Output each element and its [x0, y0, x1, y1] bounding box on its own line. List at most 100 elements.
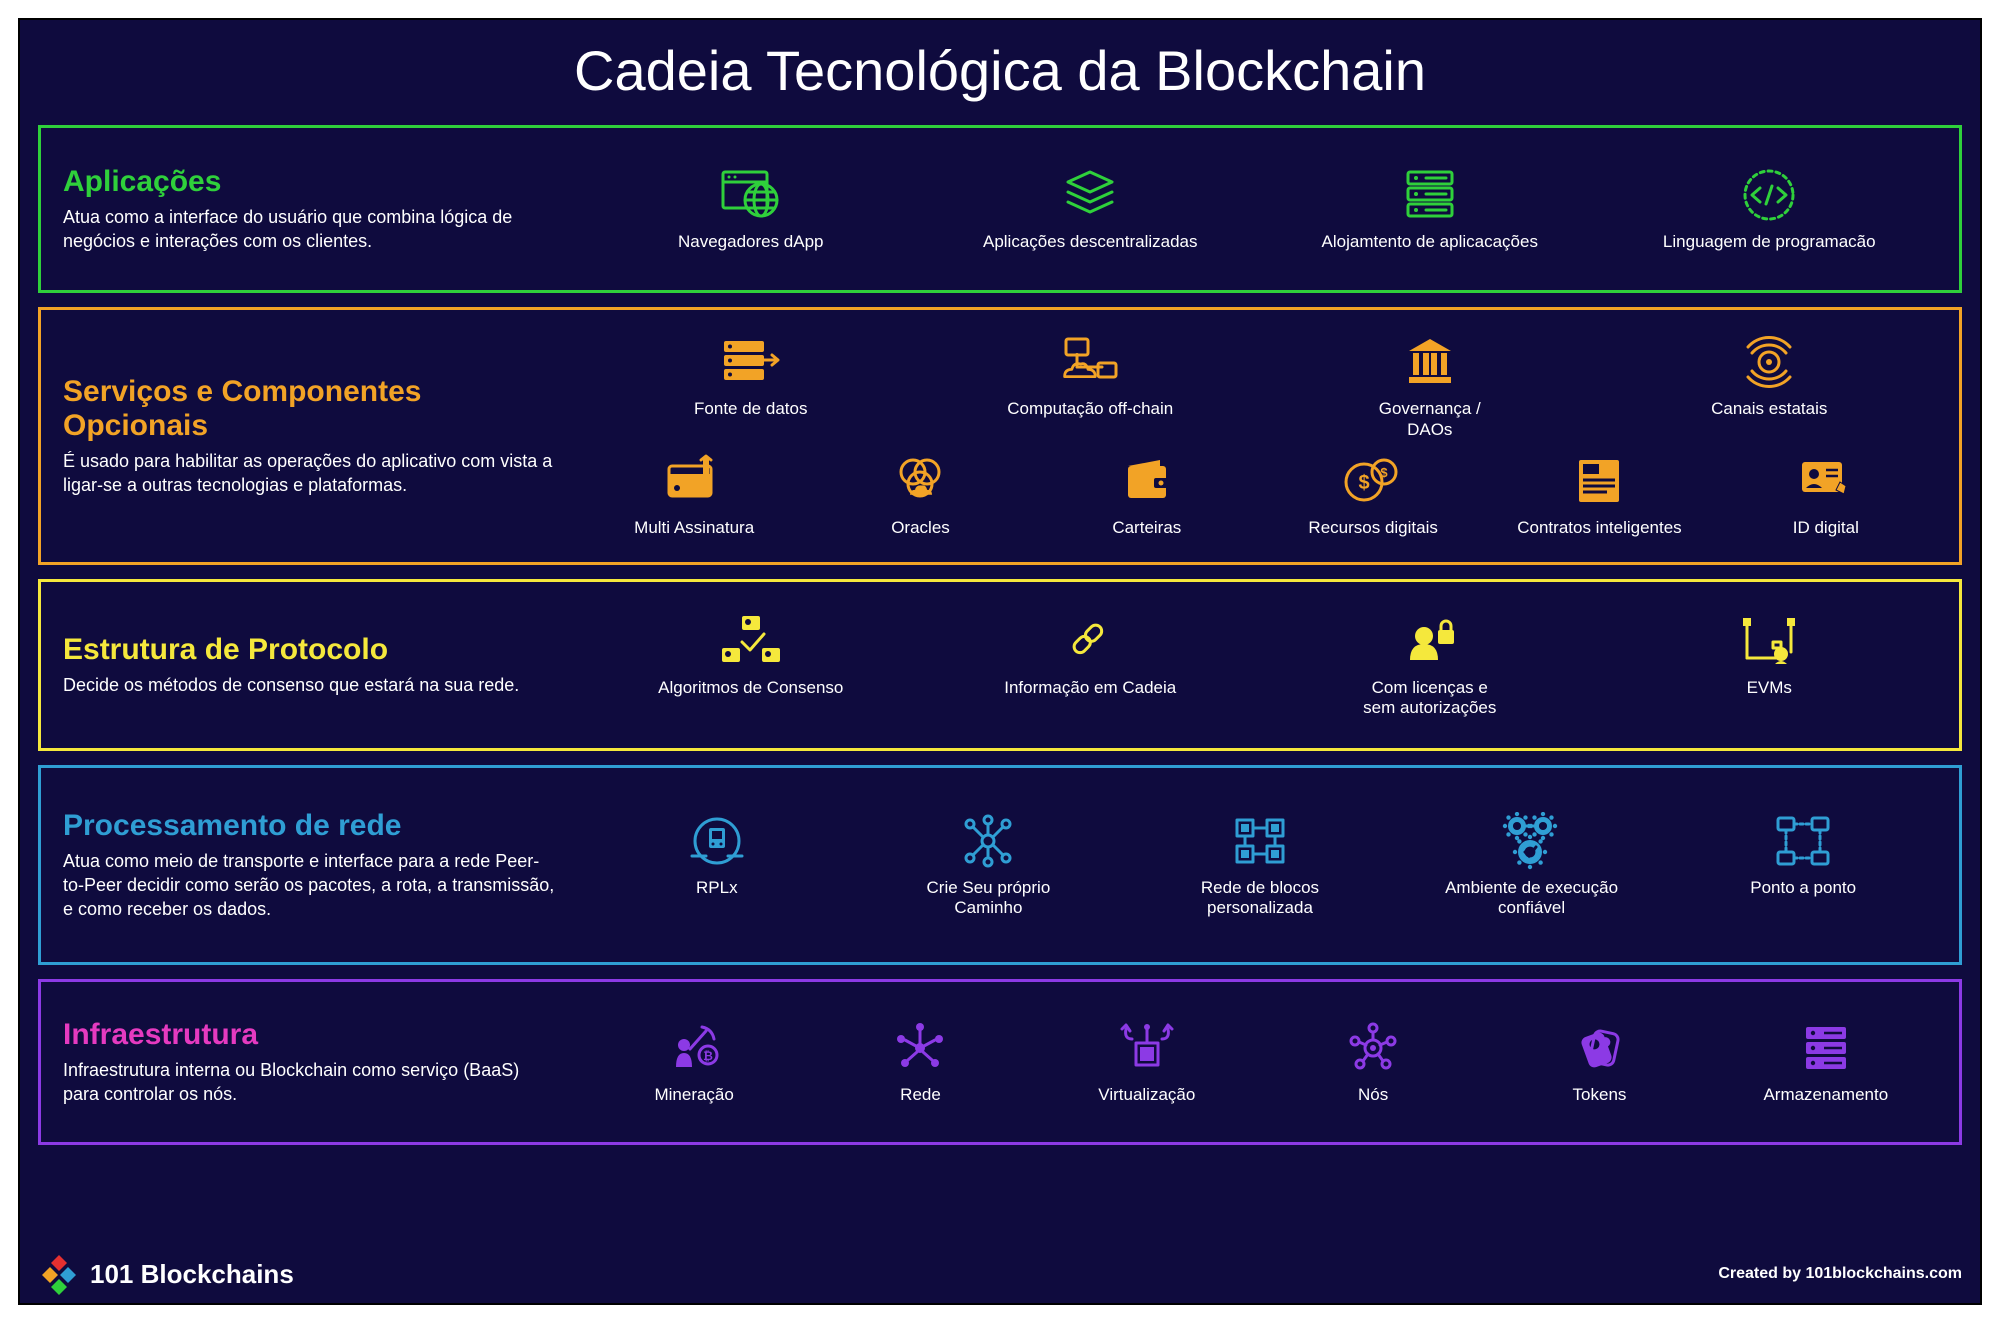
icon-label: Nós	[1358, 1085, 1388, 1105]
icon-item-tokens: Tokens	[1486, 1013, 1712, 1111]
credit-text: Created by 101blockchains.com	[1718, 1265, 1962, 1283]
icon-label: Linguagem de programacão	[1663, 232, 1876, 252]
digital-id-icon	[1796, 452, 1856, 510]
icon-item-rplx: RPLx	[581, 806, 853, 904]
icon-label: Armazenamento	[1763, 1085, 1888, 1105]
icon-label: Informação em Cadeia	[1004, 678, 1176, 698]
footer: 101 Blockchains Created by 101blockchain…	[38, 1253, 1962, 1295]
icon-item-virtualization: Virtualização	[1034, 1013, 1260, 1111]
icon-row: RPLx Crie Seu próprio Caminho Rede de bloc…	[581, 806, 1939, 925]
p2p-icon	[1772, 812, 1834, 870]
layer-right: RPLx Crie Seu próprio Caminho Rede de bloc…	[581, 768, 1959, 962]
icon-item-wallet: Carteiras	[1034, 446, 1260, 544]
icon-item-server-list: Alojamtento de aplicacações	[1260, 160, 1600, 258]
infographic-canvas: Cadeia Tecnológica da Blockchain Aplicaç…	[18, 18, 1982, 1305]
digital-assets-icon: $$	[1342, 452, 1404, 510]
icon-label: Computação off-chain	[1007, 399, 1173, 419]
layer-title: Processamento de rede	[63, 809, 559, 843]
icon-label: Alojamtento de aplicacações	[1322, 232, 1538, 252]
browser-globe-icon	[719, 166, 783, 224]
layer-right: Algoritmos de Consenso Informação em Cade…	[581, 582, 1959, 748]
mining-icon: ₿	[666, 1019, 722, 1077]
rplx-icon	[686, 812, 748, 870]
icon-row: Multi AssinaturaOraclesCarteiras$$Recurs…	[581, 446, 1939, 544]
icon-item-code-circle: Linguagem de programacão	[1600, 160, 1940, 258]
layer-aplicacoes: AplicaçõesAtua como a interface do usuár…	[38, 125, 1962, 293]
icon-label: Crie Seu próprio Caminho	[927, 878, 1051, 919]
icon-item-multisig: Multi Assinatura	[581, 446, 807, 544]
icon-item-network: Rede	[807, 1013, 1033, 1111]
brand: 101 Blockchains	[38, 1253, 294, 1295]
layers-icon	[1060, 166, 1120, 224]
icon-item-evm: EVMs	[1600, 606, 1940, 704]
layer-right: Fonte de datos Computação off-chain Govern…	[581, 310, 1959, 562]
server-list-icon	[1402, 166, 1458, 224]
icon-row: ₿ Mineração Rede Virtualização Nós Tokens Arma…	[581, 1013, 1939, 1111]
icon-item-governance: Governança / DAOs	[1260, 327, 1600, 446]
icon-row: Navegadores dApp Aplicações descentraliza…	[581, 160, 1939, 258]
icon-item-permissions: Com licenças e sem autorizações	[1260, 606, 1600, 725]
layer-desc: Decide os métodos de consenso que estará…	[63, 673, 559, 697]
offchain-icon	[1058, 333, 1122, 391]
layer-left: InfraestruturaInfraestrutura interna ou …	[41, 982, 581, 1142]
layers-container: AplicaçõesAtua como a interface do usuár…	[38, 125, 1962, 1145]
svg-text:$: $	[1381, 465, 1389, 480]
virtualization-icon	[1116, 1019, 1178, 1077]
layer-right: Navegadores dApp Aplicações descentraliza…	[581, 128, 1959, 290]
wallet-icon	[1120, 452, 1174, 510]
layer-desc: É usado para habilitar as operações do a…	[63, 449, 559, 498]
layer-title: Serviços e Componentes Opcionais	[63, 375, 559, 443]
icon-item-offchain: Computação off-chain	[921, 327, 1261, 425]
icon-label: Rede de blocos personalizada	[1201, 878, 1319, 919]
layer-right: ₿ Mineração Rede Virtualização Nós Tokens Arma…	[581, 982, 1959, 1142]
layer-left: Processamento de rede Atua como meio de t…	[41, 768, 581, 962]
icon-label: Canais estatais	[1711, 399, 1827, 419]
layer-rede: Processamento de rede Atua como meio de t…	[38, 765, 1962, 965]
icon-item-storage: Armazenamento	[1713, 1013, 1939, 1111]
governance-icon	[1401, 333, 1459, 391]
brand-logo-icon	[38, 1253, 80, 1295]
icon-row: Fonte de datos Computação off-chain Govern…	[581, 327, 1939, 446]
layer-desc: Infraestrutura interna ou Blockchain com…	[63, 1058, 559, 1107]
icon-label: Oracles	[891, 518, 950, 538]
icon-label: Mineração	[654, 1085, 733, 1105]
layer-desc: Atua como a interface do usuário que com…	[63, 205, 559, 254]
layer-protocolo: Estrutura de Protocolo Decide os métodos …	[38, 579, 1962, 751]
icon-item-tee: Ambiente de execução confiável	[1396, 806, 1668, 925]
icon-item-oracles: Oracles	[807, 446, 1033, 544]
icon-item-nodes: Nós	[1260, 1013, 1486, 1111]
smart-contract-icon	[1571, 452, 1627, 510]
icon-item-layers: Aplicações descentralizadas	[921, 160, 1261, 258]
roll-own-icon	[958, 812, 1018, 870]
state-channels-icon	[1738, 333, 1800, 391]
multisig-icon	[663, 452, 725, 510]
brand-text: 101 Blockchains	[90, 1259, 294, 1290]
layer-title: Estrutura de Protocolo	[63, 633, 559, 667]
layer-servicos: Serviços e Componentes Opcionais É usado …	[38, 307, 1962, 565]
oracles-icon	[891, 452, 949, 510]
consensus-icon	[716, 612, 786, 670]
layer-desc: Atua como meio de transporte e interface…	[63, 849, 559, 922]
icon-label: Com licenças e sem autorizações	[1363, 678, 1496, 719]
icon-label: Tokens	[1573, 1085, 1627, 1105]
storage-icon	[1798, 1019, 1854, 1077]
icon-item-data-source: Fonte de datos	[581, 327, 921, 425]
evm-icon	[1737, 612, 1801, 670]
tokens-icon	[1570, 1019, 1628, 1077]
svg-text:$: $	[1359, 472, 1370, 494]
icon-label: RPLx	[696, 878, 738, 898]
icon-label: Multi Assinatura	[634, 518, 754, 538]
network-icon	[891, 1019, 949, 1077]
icon-item-consensus: Algoritmos de Consenso	[581, 606, 921, 704]
icon-item-state-channels: Canais estatais	[1600, 327, 1940, 425]
icon-item-browser-globe: Navegadores dApp	[581, 160, 921, 258]
icon-item-mining: ₿ Mineração	[581, 1013, 807, 1111]
icon-label: Virtualização	[1098, 1085, 1195, 1105]
icon-item-p2p: Ponto a ponto	[1667, 806, 1939, 904]
icon-label: Aplicações descentralizadas	[983, 232, 1198, 252]
icon-label: ID digital	[1793, 518, 1859, 538]
layer-left: Estrutura de Protocolo Decide os métodos …	[41, 582, 581, 748]
icon-item-roll-own: Crie Seu próprio Caminho	[853, 806, 1125, 925]
icon-item-smart-contract: Contratos inteligentes	[1486, 446, 1712, 544]
icon-label: EVMs	[1747, 678, 1792, 698]
